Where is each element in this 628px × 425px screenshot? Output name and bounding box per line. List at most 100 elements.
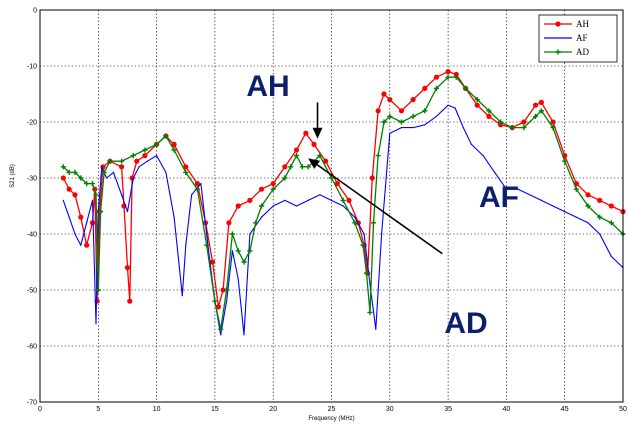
data-point-ad: [608, 220, 614, 226]
x-tick-label: 20: [269, 406, 277, 413]
data-point-ah: [334, 181, 340, 187]
data-point-af: [412, 127, 414, 129]
data-point-ah: [303, 130, 309, 136]
legend: AH AF AD: [538, 14, 618, 63]
data-point-ad: [218, 326, 224, 332]
data-point-af: [284, 199, 286, 201]
annotation-label-af: AF: [479, 181, 519, 214]
data-point-ah: [497, 122, 504, 128]
data-point-af: [587, 222, 589, 224]
data-point-ad: [585, 203, 591, 209]
data-point-ad: [367, 309, 373, 315]
data-point-af: [95, 323, 97, 325]
data-point-af: [342, 205, 344, 207]
data-point-af: [80, 244, 82, 246]
data-point-ah: [597, 197, 603, 203]
data-point-af: [156, 155, 158, 157]
annotation-arrowhead-ad: [308, 158, 321, 169]
x-tick-label: 0: [38, 406, 42, 413]
data-point-ah: [387, 97, 393, 103]
data-point-ad: [317, 153, 323, 159]
data-point-af: [482, 155, 484, 157]
data-point-ad: [183, 169, 189, 175]
data-point-ad: [229, 231, 235, 237]
data-point-ad: [241, 259, 247, 265]
data-point-ah: [375, 108, 381, 114]
data-point-af: [200, 183, 202, 185]
x-tick-label: 40: [503, 406, 511, 413]
data-point-af: [260, 216, 263, 218]
data-point-ad: [340, 197, 346, 203]
data-point-ad: [573, 186, 579, 192]
data-point-af: [173, 216, 175, 218]
data-point-af: [564, 211, 566, 213]
data-point-af: [363, 233, 365, 235]
data-point-af: [101, 166, 103, 168]
data-point-ad: [445, 74, 451, 80]
data-point-af: [185, 244, 187, 246]
annotation-arrowhead-ah: [312, 127, 323, 139]
data-point-ad: [84, 181, 90, 187]
data-point-af: [138, 166, 140, 168]
data-point-ah: [445, 69, 451, 75]
series-af: [62, 104, 624, 336]
data-point-af: [381, 233, 383, 235]
x-tick-label: 30: [386, 406, 394, 413]
data-point-af: [62, 199, 64, 201]
data-point-ah: [381, 91, 387, 97]
x-tick-label: 35: [444, 406, 452, 413]
data-point-af: [369, 283, 371, 285]
data-point-ah: [550, 119, 556, 125]
data-point-af: [132, 177, 134, 179]
data-point-ad: [360, 242, 366, 248]
data-point-ad: [93, 192, 99, 198]
data-point-ad: [293, 153, 300, 159]
data-point-ad: [107, 158, 113, 164]
data-point-ad: [305, 164, 311, 170]
data-point-af: [424, 124, 426, 126]
data-point-af: [319, 194, 321, 196]
data-point-af: [126, 211, 129, 213]
data-point-ah: [369, 175, 375, 181]
data-point-ah: [142, 153, 148, 159]
data-point-ad: [532, 113, 539, 119]
data-point-ah: [270, 181, 276, 187]
data-point-ad: [422, 108, 428, 114]
data-point-ah: [89, 220, 96, 226]
legend-label-ah: AH: [576, 19, 589, 29]
data-point-ah: [346, 197, 352, 203]
data-point-ad: [142, 147, 148, 153]
data-point-ah: [171, 141, 177, 147]
data-point-af: [231, 250, 233, 252]
data-point-af: [435, 115, 438, 117]
data-point-ad: [78, 175, 84, 181]
data-point-ah: [585, 192, 591, 198]
data-point-ah: [311, 141, 317, 147]
data-point-ad: [509, 125, 515, 131]
data-point-ad: [101, 169, 107, 175]
data-point-ah: [453, 71, 459, 77]
data-point-ad: [486, 108, 492, 114]
data-point-ad: [387, 113, 393, 119]
data-point-ah: [608, 203, 614, 209]
y-tick-label: -10: [27, 64, 37, 71]
x-tick-label: 25: [328, 406, 336, 413]
y-tick-label: -40: [27, 232, 37, 239]
data-point-ad: [258, 203, 265, 209]
data-point-ah: [215, 304, 221, 310]
data-point-ad: [171, 147, 177, 153]
data-point-ad: [410, 113, 416, 119]
data-point-ad: [235, 248, 241, 254]
legend-entry-ah: AH: [544, 19, 589, 29]
data-point-ah: [194, 181, 201, 187]
data-point-af: [105, 177, 108, 179]
data-point-ah: [410, 97, 416, 103]
data-point-ad: [253, 220, 259, 226]
data-point-ah: [532, 102, 539, 108]
data-point-af: [68, 216, 70, 218]
legend-marker: [555, 49, 561, 55]
data-point-af: [454, 107, 456, 109]
x-tick-label: 10: [153, 406, 161, 413]
data-point-ad: [163, 133, 169, 139]
data-point-ah: [84, 242, 90, 248]
